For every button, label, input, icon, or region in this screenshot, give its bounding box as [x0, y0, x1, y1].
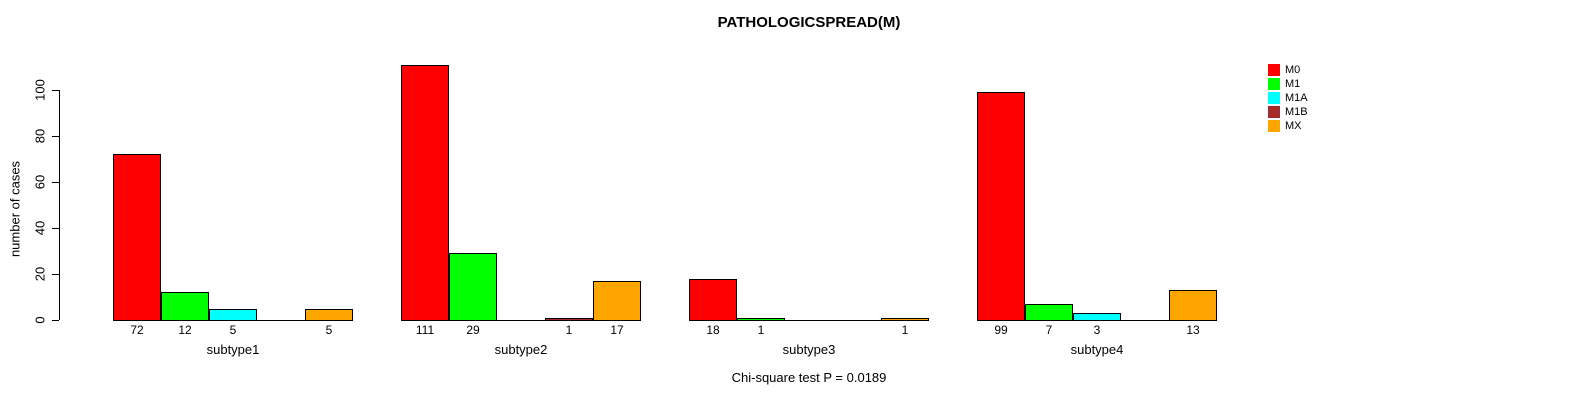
- y-axis-tick: [52, 228, 59, 229]
- bar-slot-subtype4-MX: [1169, 290, 1217, 320]
- legend-item-M1: M1: [1268, 78, 1308, 90]
- bar-group-subtype2: [401, 62, 641, 321]
- y-axis-line: [59, 90, 60, 320]
- bar-subtype2-MX: [593, 280, 641, 320]
- bar-value-subtype2-M0: 111: [415, 323, 435, 337]
- bar-slot-subtype1-M0: [113, 154, 161, 320]
- bar-slot-subtype4-M1A: [1073, 313, 1121, 320]
- y-axis-tick-label: 0: [32, 316, 48, 324]
- legend-label-M1B: M1B: [1285, 105, 1308, 118]
- bar-value-subtype1-M1: 12: [178, 323, 192, 337]
- bar-value-subtype4-MX: 13: [1186, 323, 1200, 337]
- bar-value-subtype1-M0: 72: [130, 323, 144, 337]
- legend-swatch-M1A: [1268, 92, 1280, 104]
- bar-slot-subtype3-MX: [881, 317, 929, 320]
- chart-title: PATHOLOGICSPREAD(M): [717, 14, 901, 31]
- y-axis-tick: [52, 90, 59, 91]
- bar-subtype2-M0: [401, 64, 449, 320]
- bar-slot-subtype2-M1: [449, 253, 497, 320]
- category-label-subtype1: subtype1: [206, 342, 260, 357]
- bar-subtype1-MX: [305, 308, 353, 320]
- bar-value-subtype3-MX: 1: [901, 323, 909, 337]
- bar-subtype3-M1: [737, 317, 785, 320]
- footnote: Chi-square test P = 0.0189: [731, 370, 887, 385]
- bar-value-subtype4-M1: 7: [1045, 323, 1053, 337]
- y-axis-tick: [52, 182, 59, 183]
- bar-value-subtype2-M1: 29: [466, 323, 480, 337]
- legend-item-M1B: M1B: [1268, 106, 1308, 118]
- legend-item-M1A: M1A: [1268, 92, 1308, 104]
- legend-swatch-M1B: [1268, 106, 1280, 118]
- bar-slot-subtype1-M1: [161, 292, 209, 320]
- bar-subtype3-M0: [689, 278, 737, 320]
- y-axis-tick-label: 60: [32, 174, 48, 190]
- bar-subtype1-M1A: [209, 308, 257, 320]
- bar-subtype4-M1: [1025, 303, 1073, 320]
- y-axis-tick-label: 40: [32, 220, 48, 236]
- bar-subtype2-M1: [449, 253, 497, 320]
- bar-value-subtype4-M1A: 3: [1093, 323, 1101, 337]
- category-label-subtype2: subtype2: [494, 342, 548, 357]
- legend-swatch-M0: [1268, 64, 1280, 76]
- category-label-subtype3: subtype3: [782, 342, 836, 357]
- y-axis-tick: [52, 136, 59, 137]
- bar-subtype3-MX: [881, 317, 929, 320]
- bar-value-subtype2-MX: 17: [610, 323, 624, 337]
- y-axis-tick-label: 80: [32, 128, 48, 144]
- bar-slot-subtype2-MX: [593, 280, 641, 320]
- legend-label-M1A: M1A: [1285, 91, 1308, 104]
- bar-group-subtype1: [113, 152, 353, 321]
- bar-subtype4-MX: [1169, 290, 1217, 320]
- bar-slot-subtype2-M1B: [545, 317, 593, 320]
- bar-subtype4-M1A: [1073, 313, 1121, 320]
- legend-swatch-MX: [1268, 120, 1280, 132]
- bar-value-subtype3-M1: 1: [757, 323, 765, 337]
- bar-slot-subtype4-M1: [1025, 303, 1073, 320]
- bar-group-subtype4: [977, 90, 1217, 321]
- bar-subtype4-M0: [977, 92, 1025, 320]
- bar-value-subtype2-M1B: 1: [565, 323, 573, 337]
- bar-subtype2-M1B: [545, 317, 593, 320]
- bar-slot-subtype1-M1A: [209, 308, 257, 320]
- y-axis-tick: [52, 320, 59, 321]
- legend-label-M0: M0: [1285, 63, 1301, 76]
- bar-slot-subtype3-M0: [689, 278, 737, 320]
- y-axis-tick-label: 20: [32, 266, 48, 282]
- bar-slot-subtype3-M1: [737, 317, 785, 320]
- bar-slot-subtype2-M0: [401, 64, 449, 320]
- bar-subtype1-M0: [113, 154, 161, 320]
- bar-slot-subtype4-M0: [977, 92, 1025, 320]
- legend-label-MX: MX: [1285, 119, 1302, 132]
- y-axis-label: number of cases: [7, 160, 23, 258]
- bar-value-subtype1-MX: 5: [325, 323, 333, 337]
- bar-group-subtype3: [689, 276, 929, 321]
- bar-subtype1-M1: [161, 292, 209, 320]
- y-axis-tick: [52, 274, 59, 275]
- legend-label-M1: M1: [1285, 77, 1301, 90]
- bar-value-subtype3-M0: 18: [706, 323, 720, 337]
- legend-item-MX: MX: [1268, 120, 1308, 132]
- legend-swatch-M1: [1268, 78, 1280, 90]
- bar-value-subtype4-M0: 99: [994, 323, 1008, 337]
- category-label-subtype4: subtype4: [1070, 342, 1124, 357]
- legend-item-M0: M0: [1268, 64, 1308, 76]
- bar-slot-subtype1-MX: [305, 308, 353, 320]
- bar-value-subtype1-M1A: 5: [229, 323, 237, 337]
- y-axis-tick-label: 100: [32, 79, 48, 101]
- legend: M0 M1 M1A M1B MX: [1268, 64, 1308, 134]
